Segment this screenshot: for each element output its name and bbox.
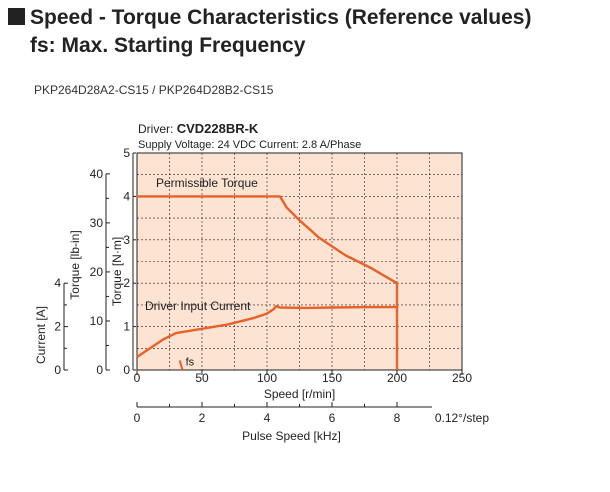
pulse-axis-label: Pulse Speed [kHz]: [242, 429, 341, 443]
pulse-tick-label: 4: [264, 411, 271, 425]
y-current-axis-label: Current [A]: [34, 306, 48, 364]
permissible-torque-line: [137, 195, 399, 370]
page-title: Speed - Torque Characteristics (Referenc…: [8, 6, 531, 30]
pulse-tick-label: 2: [199, 411, 206, 425]
x-tick-label: 150: [322, 371, 342, 385]
driver-input-current-line: [136, 305, 397, 358]
model-numbers: PKP264D28A2-CS15 / PKP264D28B2-CS15: [34, 83, 274, 97]
x-tick-label: 50: [195, 371, 209, 385]
y-lbin-tick-label: 40: [90, 167, 104, 181]
square-bullet-icon: [8, 8, 25, 25]
x-tick-label: 100: [257, 371, 277, 385]
x-tick-label: 200: [387, 371, 407, 385]
driver-input-current-label: Driver Input Current: [145, 299, 251, 313]
x-tick-label: 250: [452, 371, 472, 385]
y-lbin-tick-label: 10: [90, 314, 104, 328]
fs-label: fs: [186, 357, 195, 369]
driver-label: Driver: CVD228BR-K: [138, 121, 259, 136]
y-axis-label: Torque [N·m]: [110, 237, 124, 306]
y-tick-label: 4: [123, 189, 130, 203]
page-subtitle: fs: Max. Starting Frequency: [30, 34, 306, 57]
y-tick-label: 0: [123, 363, 130, 377]
y-tick-label: 5: [123, 146, 130, 160]
permissible-torque-label: Permissible Torque: [156, 176, 258, 190]
x-axis-label: Speed [r/min]: [264, 387, 335, 401]
y-lbin-tick-label: 0: [96, 363, 103, 377]
y-tick-label: 1: [123, 320, 130, 334]
plot-frame: [136, 152, 463, 371]
pulse-note: 0.12°/step: [435, 411, 489, 425]
pulse-tick-label: 0: [134, 411, 141, 425]
pulse-tick-label: 6: [329, 411, 336, 425]
y-current-tick-label: 2: [54, 320, 61, 334]
y-current-tick-label: 0: [54, 363, 61, 377]
x-tick-label: 0: [134, 371, 141, 385]
y-tick-label: 2: [123, 276, 130, 290]
supply-text: Supply Voltage: 24 VDC Current: 2.8 A/Ph…: [138, 139, 361, 151]
driver-name: CVD228BR-K: [177, 121, 259, 136]
pulse-tick-label: 8: [394, 411, 401, 425]
y-lbin-tick-label: 20: [90, 265, 104, 279]
y-lbin-axis-label: Torque [lb-in]: [68, 230, 82, 299]
y-lbin-tick-label: 30: [90, 216, 104, 230]
fs-marker: [178, 360, 184, 371]
y-current-tick-label: 4: [54, 276, 61, 290]
page-title-text: Speed - Torque Characteristics (Referenc…: [30, 6, 532, 29]
y-tick-label: 3: [123, 233, 130, 247]
